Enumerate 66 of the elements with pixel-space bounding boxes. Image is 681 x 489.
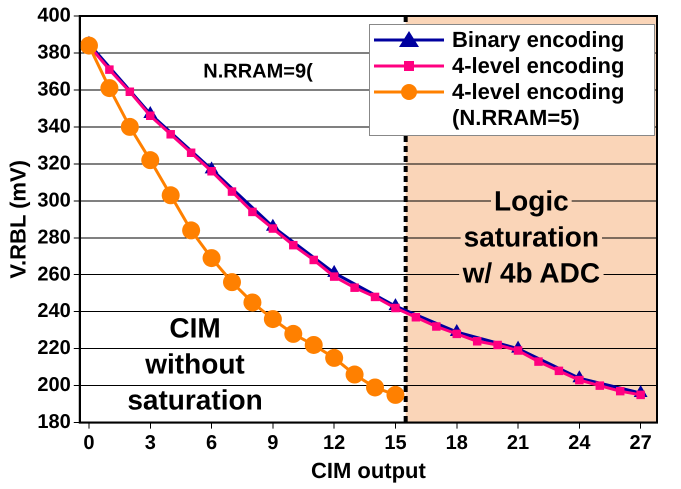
legend-label: 4-level encoding bbox=[452, 53, 626, 79]
point bbox=[284, 324, 302, 343]
x-tick-label: 24 bbox=[568, 432, 592, 454]
x-axis-title: CIM output bbox=[310, 458, 426, 483]
x-tick-label: 12 bbox=[323, 432, 346, 454]
point bbox=[80, 36, 98, 55]
point bbox=[166, 130, 175, 139]
point bbox=[325, 348, 344, 367]
point bbox=[141, 151, 160, 170]
point bbox=[370, 292, 380, 302]
x-tick-label: 6 bbox=[206, 432, 218, 454]
point bbox=[202, 249, 221, 268]
point bbox=[105, 65, 114, 74]
point bbox=[186, 148, 196, 158]
point bbox=[596, 381, 604, 390]
annotation: CIM without saturation bbox=[127, 312, 263, 416]
point bbox=[452, 330, 461, 338]
annotation: N.RRAM=9( bbox=[203, 60, 314, 83]
y-tick-label: 340 bbox=[37, 115, 71, 138]
y-axis-title: V.RBL (mV) bbox=[5, 160, 30, 279]
legend-label: 4-level encoding (N.RRAM=5) bbox=[452, 79, 626, 131]
x-tick-label: 9 bbox=[267, 432, 278, 454]
y-tick-label: 320 bbox=[37, 152, 71, 174]
y-tick-label: 260 bbox=[37, 263, 71, 286]
x-tick-label: 21 bbox=[506, 432, 530, 454]
point bbox=[228, 187, 236, 196]
x-tick-label: 18 bbox=[446, 432, 468, 454]
x-tick-label: 27 bbox=[630, 432, 652, 454]
y-tick-label: 380 bbox=[37, 41, 71, 64]
point bbox=[432, 322, 441, 331]
point bbox=[248, 208, 257, 216]
point bbox=[330, 272, 338, 281]
legend-label: Binary encoding bbox=[452, 27, 626, 53]
point bbox=[304, 336, 323, 354]
point bbox=[264, 310, 282, 328]
x-tick-label: 15 bbox=[384, 432, 407, 454]
y-tick-label: 280 bbox=[37, 226, 71, 248]
y-tick-label: 180 bbox=[37, 411, 71, 434]
y-tick-label: 240 bbox=[37, 300, 71, 322]
point bbox=[289, 240, 298, 250]
point bbox=[126, 88, 134, 96]
y-tick-label: 200 bbox=[37, 374, 71, 396]
point bbox=[350, 283, 359, 292]
point bbox=[386, 386, 404, 404]
point bbox=[222, 273, 241, 292]
point bbox=[120, 118, 139, 136]
point bbox=[616, 386, 624, 396]
point bbox=[309, 256, 318, 264]
point bbox=[162, 186, 180, 204]
point bbox=[100, 79, 118, 98]
point bbox=[243, 293, 262, 312]
point bbox=[493, 340, 502, 350]
point bbox=[366, 378, 384, 396]
y-tick-label: 220 bbox=[37, 337, 71, 360]
y-tick-label: 300 bbox=[37, 189, 71, 212]
band-label: Logic saturation w/ 4b ADC bbox=[462, 186, 600, 289]
x-tick-label: 3 bbox=[144, 432, 156, 454]
point bbox=[472, 337, 482, 346]
y-tick-label: 400 bbox=[37, 4, 71, 27]
point bbox=[534, 357, 543, 366]
point bbox=[182, 221, 200, 240]
point bbox=[412, 313, 420, 322]
point bbox=[346, 366, 364, 384]
y-tick-label: 360 bbox=[37, 78, 71, 100]
point bbox=[554, 366, 564, 376]
x-tick-label: 0 bbox=[83, 432, 95, 454]
